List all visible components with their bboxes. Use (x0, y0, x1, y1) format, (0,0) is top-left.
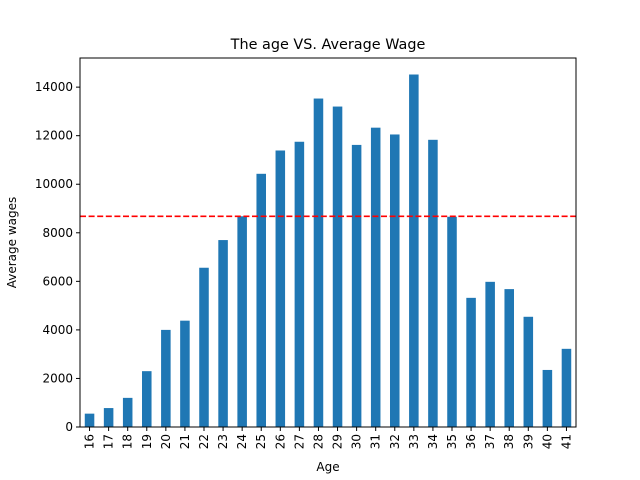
y-tick-label: 2000 (42, 371, 73, 385)
x-tick-label: 23 (216, 434, 230, 449)
x-tick-label: 36 (464, 434, 478, 449)
bar-age-41 (561, 348, 572, 427)
x-tick-label: 27 (292, 434, 306, 449)
bar-age-25 (256, 173, 266, 427)
bar-age-19 (142, 371, 152, 427)
bar-age-20 (161, 329, 171, 427)
x-tick-label: 21 (178, 434, 192, 449)
bar-age-18 (122, 397, 133, 427)
x-tick-label: 22 (197, 434, 211, 449)
bar-age-29 (332, 106, 343, 427)
x-tick-label: 35 (445, 434, 459, 449)
x-tick-label: 31 (369, 434, 383, 449)
x-tick-label: 16 (83, 434, 97, 449)
bar-age-35 (447, 216, 457, 427)
bar-age-32 (390, 134, 400, 427)
bar-age-27 (294, 141, 305, 427)
bar-age-17 (103, 408, 114, 427)
bars-group (84, 74, 572, 428)
x-tick-label: 24 (235, 434, 249, 449)
x-tick-label: 17 (102, 434, 116, 449)
bar-age-30 (351, 144, 362, 427)
x-tick-label: 30 (350, 434, 364, 449)
bar-age-39 (523, 316, 534, 427)
bar-age-22 (199, 267, 209, 427)
x-tick-label: 33 (407, 434, 421, 449)
x-tick-label: 41 (559, 434, 573, 449)
x-tick-label: 29 (331, 434, 345, 449)
x-tick-label: 38 (502, 434, 516, 449)
bar-age-28 (313, 98, 324, 428)
chart-title: The age VS. Average Wage (230, 37, 426, 53)
bar-age-21 (180, 320, 190, 427)
y-axis-ticks: 0 2000 4000 6000 8000 10000 12000 14000 (35, 80, 80, 434)
bar-age-23 (218, 240, 228, 427)
bar-age-26 (275, 150, 286, 427)
bar-age-38 (504, 289, 514, 427)
x-tick-label: 32 (388, 434, 402, 449)
y-tick-label: 6000 (42, 274, 73, 288)
bar-age-40 (542, 369, 553, 427)
bar-age-31 (370, 127, 381, 427)
x-tick-label: 20 (159, 434, 173, 449)
x-axis-label: Age (316, 460, 339, 474)
y-tick-label: 14000 (35, 80, 73, 94)
y-tick-label: 4000 (42, 323, 73, 337)
bar-age-37 (485, 281, 495, 427)
y-tick-label: 12000 (35, 129, 73, 143)
x-tick-label: 28 (311, 434, 325, 449)
bar-age-36 (466, 297, 476, 427)
x-axis-ticks: 16 17 18 19 20 21 22 23 24 25 26 27 28 29 30 31 32 33 34 35… (83, 427, 573, 449)
y-tick-label: 0 (65, 420, 73, 434)
bar-age-24 (237, 216, 247, 427)
bar-age-34 (428, 139, 438, 427)
x-tick-label: 26 (273, 434, 287, 449)
plot-frame (79, 57, 577, 428)
bar-age-33 (409, 74, 419, 427)
x-tick-label: 19 (140, 434, 154, 449)
x-tick-label: 34 (426, 434, 440, 449)
y-tick-label: 10000 (35, 177, 73, 191)
bar-age-16 (84, 413, 95, 427)
x-tick-label: 40 (540, 434, 554, 449)
x-tick-label: 18 (121, 434, 135, 449)
y-axis-label: Average wages (5, 197, 19, 289)
y-tick-label: 8000 (42, 226, 73, 240)
x-tick-label: 25 (254, 434, 268, 449)
x-tick-label: 37 (483, 434, 497, 449)
x-tick-label: 39 (521, 434, 535, 449)
